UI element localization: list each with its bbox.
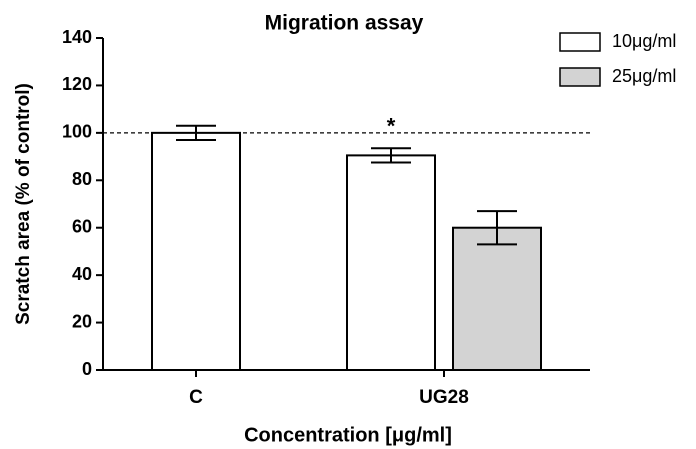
x-axis-label: Concentration [μg/ml] xyxy=(244,424,452,446)
legend-swatch xyxy=(559,67,601,87)
y-tick-label: 0 xyxy=(82,359,92,379)
y-axis-label: Scratch area (% of control) xyxy=(13,83,34,325)
error-bar xyxy=(176,124,216,141)
error-bar xyxy=(477,210,517,246)
chart-title: Migration assay xyxy=(265,12,424,35)
legend-label: 25μg/ml xyxy=(612,66,676,86)
y-tick-label: 140 xyxy=(62,27,92,47)
y-tick-label: 20 xyxy=(72,311,92,331)
y-tick-label: 40 xyxy=(72,264,92,284)
bar xyxy=(346,154,436,371)
y-tick-label: 80 xyxy=(72,169,92,189)
y-tick-label: 60 xyxy=(72,216,92,236)
x-tick-label: UG28 xyxy=(419,387,469,408)
bar xyxy=(452,226,542,371)
legend-swatch xyxy=(559,32,601,52)
y-tick-label: 120 xyxy=(62,74,92,94)
annotation: * xyxy=(387,114,396,139)
error-bar xyxy=(371,147,411,164)
bar xyxy=(151,131,241,371)
y-tick-label: 100 xyxy=(62,122,92,142)
legend-label: 10μg/ml xyxy=(612,31,676,51)
x-tick-label: C xyxy=(189,387,203,408)
